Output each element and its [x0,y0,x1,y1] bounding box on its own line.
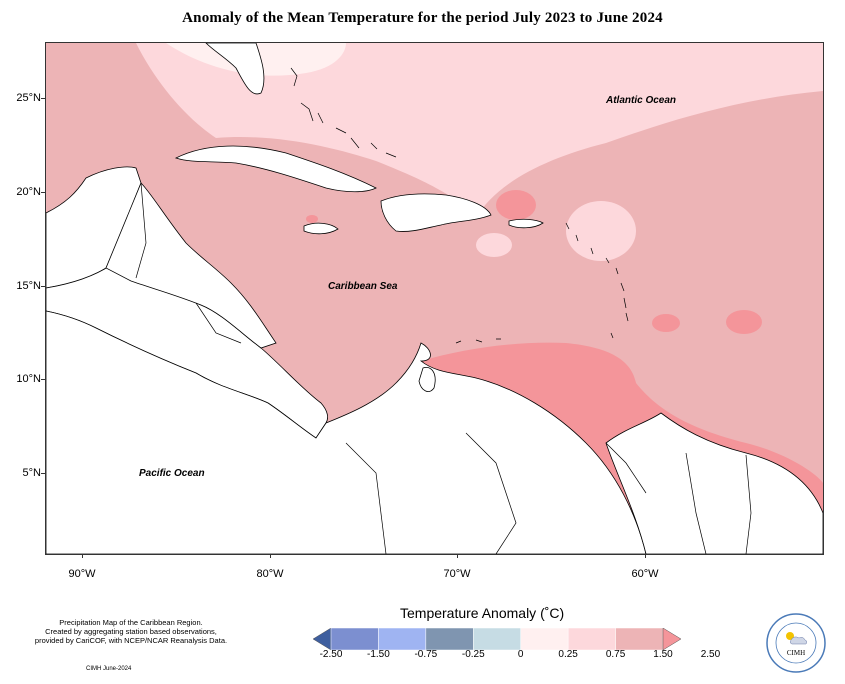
map-canvas [46,43,823,554]
legend-colorbar [313,628,681,650]
anomaly-blob-warm [496,190,536,220]
legend-swatch [425,628,474,650]
anomaly-blob-warm [726,310,762,334]
anomaly-blob-light [476,233,512,257]
anomaly-blob-warm [652,314,680,332]
anomaly-field-light [46,43,823,218]
legend-value: 0 [517,649,524,660]
legend-swatch [615,628,664,650]
legend-value: -0.25 [461,649,485,660]
x-tick-label: 60°W [631,568,659,580]
anomaly-blob-light [566,201,636,261]
credit-line: Precipitation Map of the Caribbean Regio… [59,618,203,627]
y-tick-label: 25°N [16,92,41,104]
x-tick-label: 70°W [443,568,471,580]
x-tick [270,554,271,558]
caribbean-sea-label: Caribbean Sea [328,281,398,292]
x-tick [82,554,83,558]
logo-text: CIMH [787,649,805,657]
anomaly-blob-warm [306,215,318,223]
legend-value: 2.50 [700,649,721,660]
legend-value: 0.75 [605,649,626,660]
legend-value: -1.50 [367,649,390,660]
legend-swatch [473,628,521,650]
pacific-ocean-label: Pacific Ocean [139,468,205,479]
x-tick [645,554,646,558]
legend-swatch [520,628,569,650]
credit-text: Precipitation Map of the Caribbean Regio… [16,618,246,645]
y-tick-label: 15°N [16,280,41,292]
atlantic-ocean-label: Atlantic Ocean [606,95,677,106]
credit-date: CIMH June-2024 [86,666,132,672]
legend-title: Temperature Anomaly (˚C) [400,605,565,621]
x-tick-label: 90°W [68,568,96,580]
y-tick [41,98,45,99]
land-masses [46,43,823,554]
y-tick [41,192,45,193]
legend-swatch [378,628,427,650]
legend-value: 0.25 [558,649,578,660]
country-borders [135,182,752,554]
y-tick [41,379,45,380]
legend-value: -2.50 [319,649,343,660]
legend-value: -0.75 [414,649,438,660]
legend-swatch [567,628,616,650]
y-tick-label: 5°N [22,467,41,479]
legend-swatch [662,628,681,650]
cimh-logo: CIMH [766,613,826,673]
credit-line: Created by aggregating station based obs… [45,627,217,636]
legend-swatch [330,628,379,650]
map-panel: Atlantic Ocean Caribbean Sea Pacific Oce… [45,42,824,555]
credit-line: provided by CariCOF, with NCEP/NCAR Rean… [34,636,228,645]
y-tick [41,473,45,474]
y-tick [41,286,45,287]
legend-swatch [313,628,332,650]
y-tick-label: 10°N [16,373,41,385]
x-tick-label: 80°W [256,568,284,580]
x-tick [457,554,458,558]
island-outlines [290,67,629,344]
y-tick-label: 20°N [16,186,41,198]
map-title: Anomaly of the Mean Temperature for the … [182,10,663,26]
sun-cloud-icon [786,632,808,645]
legend-value: 1.50 [653,649,673,660]
